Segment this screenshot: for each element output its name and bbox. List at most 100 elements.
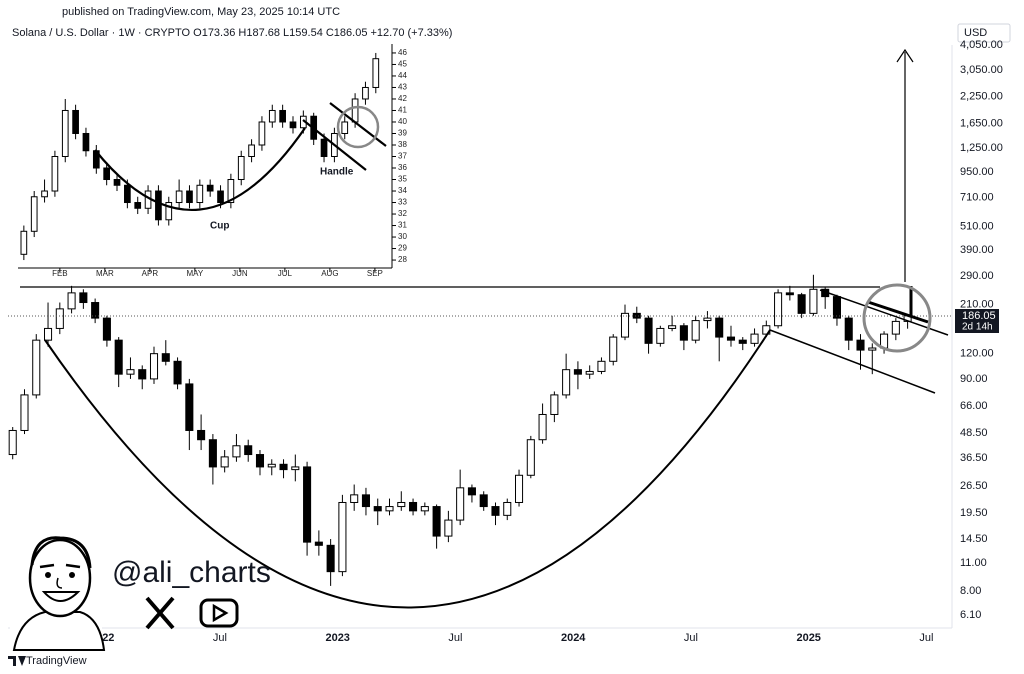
x-tick-label: 2025 — [796, 632, 820, 644]
candle-body — [656, 327, 665, 344]
y-tick-label: 48.50 — [960, 427, 988, 439]
candle-body — [72, 109, 79, 134]
watermark: @ali_charts — [112, 556, 271, 589]
candle-body — [30, 196, 38, 232]
x-tick-label: JUN — [232, 269, 248, 278]
candle-body — [44, 327, 53, 341]
handle-lower — [769, 329, 936, 394]
candle-body — [385, 506, 394, 512]
candle-body — [289, 121, 297, 129]
candle-body — [208, 439, 217, 468]
arrow-head — [896, 48, 914, 63]
y-tick-label: 950.00 — [960, 166, 994, 178]
candle-body — [279, 463, 288, 471]
handle-label: Handle — [320, 167, 354, 178]
y-tick-label: 8.00 — [960, 585, 981, 597]
inset-cup-curve — [94, 127, 306, 211]
candle-body — [632, 312, 641, 319]
candle-body — [232, 445, 241, 458]
currency-box[interactable] — [957, 23, 1011, 43]
candle-body — [185, 383, 194, 431]
candle-body — [279, 109, 286, 123]
y-tick-label: 510.00 — [960, 221, 994, 233]
candle-body — [856, 339, 865, 351]
legend: Solana / U.S. Dollar · 1W · CRYPTO O173.… — [12, 27, 452, 39]
candle-body — [774, 292, 783, 327]
candle-body — [491, 506, 500, 516]
brand-logo — [8, 656, 26, 666]
candle-body — [20, 230, 28, 255]
candle-body — [703, 317, 712, 322]
y-tick-label: 390.00 — [960, 244, 994, 256]
y-tick-label: 40 — [398, 117, 407, 126]
currency[interactable]: USD — [964, 27, 987, 39]
candle-body — [444, 519, 453, 537]
x-tick-label: MAR — [96, 269, 114, 278]
candle-body — [715, 317, 724, 338]
y-tick-label: 66.00 — [960, 400, 988, 412]
y-tick-label: 29 — [398, 244, 407, 253]
y-tick-label: 4,050.00 — [960, 39, 1003, 51]
cup-curve — [44, 329, 771, 609]
y-tick-label: 11.00 — [960, 557, 987, 569]
candle-body — [891, 320, 900, 335]
y-tick-label: 710.00 — [960, 192, 994, 204]
x-tick-label: FEB — [52, 269, 68, 278]
candle-body — [149, 353, 159, 380]
candle-body — [479, 494, 488, 508]
candle-body — [134, 202, 142, 209]
candle-body — [227, 179, 235, 204]
candle-body — [217, 190, 224, 204]
candle-body — [609, 336, 618, 362]
y-tick-label: 28 — [398, 255, 407, 264]
candle-body — [562, 369, 571, 396]
candle-body — [326, 544, 335, 573]
candle-body — [738, 339, 747, 344]
y-tick-label: 43 — [398, 83, 407, 92]
inset-background — [18, 44, 414, 282]
candle-body — [197, 429, 206, 441]
candle-body — [503, 501, 512, 516]
y-tick-label: 32 — [398, 209, 407, 218]
inset-handle-upper — [329, 102, 387, 147]
breakout-line — [867, 300, 929, 324]
y-tick-label: 19.50 — [960, 507, 988, 519]
candle-body — [41, 190, 48, 198]
candle-body — [526, 439, 535, 476]
candle-body — [267, 463, 276, 468]
y-tick-label: 41 — [398, 106, 407, 115]
candle-body — [456, 487, 465, 521]
candle-body — [351, 98, 359, 123]
y-tick-label: 290.00 — [960, 270, 994, 282]
y-tick-label: 31 — [398, 221, 407, 230]
y-tick-label: 39 — [398, 129, 407, 138]
y-tick-label: 1,650.00 — [960, 118, 1003, 130]
candle-body — [620, 312, 630, 338]
handle-upper — [819, 289, 949, 336]
youtube-logo[interactable] — [199, 598, 239, 628]
y-tick-label: 33 — [398, 198, 407, 207]
x-logo[interactable] — [145, 596, 175, 630]
published-note: published on TradingView.com, May 23, 20… — [62, 6, 340, 18]
candle-body — [91, 302, 100, 319]
y-tick-label: 120.00 — [960, 348, 994, 360]
x-tick-label: Jul — [919, 632, 933, 644]
main-chart: 4,050.00 3,050.00 2,250.00 1,650.00 1,250.00… — [8, 39, 1003, 644]
y-tick-label: 35 — [398, 175, 407, 184]
x-tick-label: AUG — [321, 269, 338, 278]
inset-circle — [336, 105, 380, 149]
cup-label: Cup — [210, 221, 229, 232]
candle-body — [350, 494, 359, 503]
candle-body — [175, 190, 183, 204]
candle-body — [679, 325, 688, 341]
candle-body — [32, 339, 41, 396]
candle-body — [237, 156, 245, 181]
candle-body — [114, 339, 123, 375]
candle-body — [550, 394, 559, 415]
candle-body — [291, 466, 300, 471]
candle-body — [103, 167, 111, 181]
candle-body — [409, 501, 418, 512]
y-tick-label: 46 — [398, 48, 407, 57]
candle-body — [138, 369, 147, 380]
